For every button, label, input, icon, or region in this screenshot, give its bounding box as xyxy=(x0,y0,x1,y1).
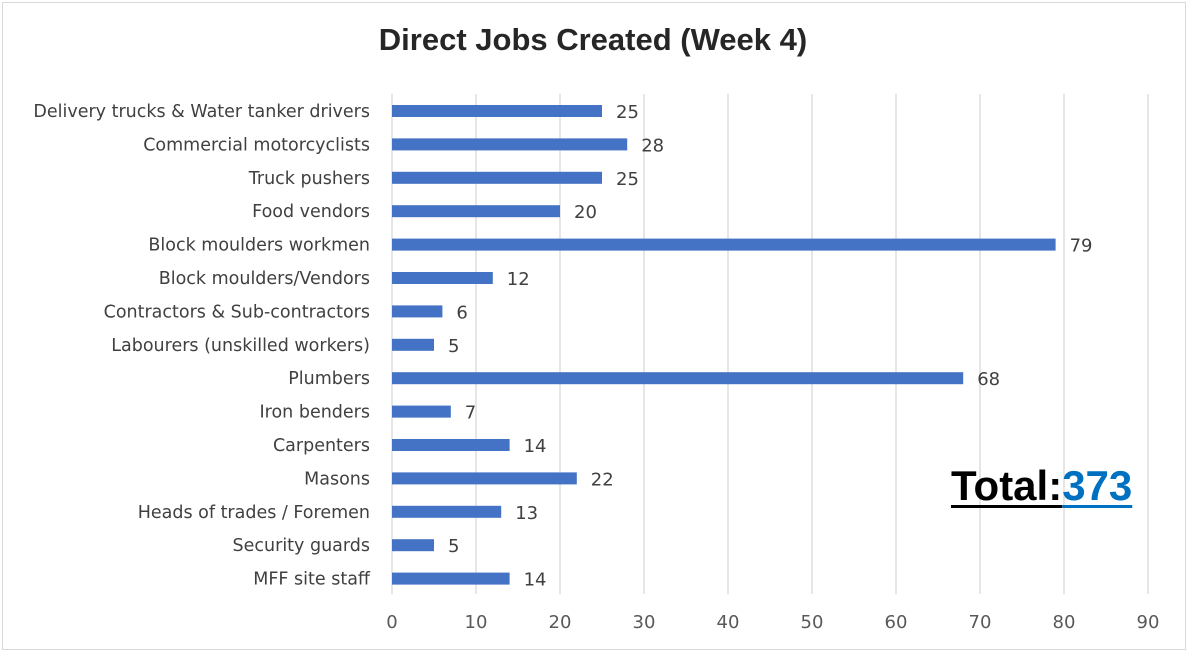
category-label: Labourers (unskilled workers) xyxy=(111,336,370,356)
data-label: 13 xyxy=(515,503,538,524)
data-label: 22 xyxy=(591,469,614,490)
x-tick-label: 50 xyxy=(801,612,824,633)
category-label: Food vendors xyxy=(252,202,370,222)
x-tick-label: 20 xyxy=(549,612,572,633)
category-label: Plumbers xyxy=(288,369,370,389)
data-label: 25 xyxy=(616,169,639,190)
bar xyxy=(392,272,493,284)
bar xyxy=(392,372,964,385)
data-label: 14 xyxy=(524,436,547,457)
x-tick-label: 80 xyxy=(1053,612,1076,633)
bar xyxy=(392,405,451,418)
x-tick-label: 10 xyxy=(465,612,488,633)
category-label: Security guards xyxy=(233,536,370,556)
chart-title: Direct Jobs Created (Week 4) xyxy=(378,22,808,57)
bar xyxy=(392,472,577,485)
category-label: Truck pushers xyxy=(248,169,370,189)
total-label: Total: xyxy=(951,462,1063,509)
bar xyxy=(392,572,510,585)
data-label: 25 xyxy=(616,102,639,123)
bar xyxy=(392,138,628,151)
category-label: Carpenters xyxy=(273,436,370,456)
bar xyxy=(392,338,434,351)
data-label: 6 xyxy=(456,302,467,323)
category-label: Masons xyxy=(304,469,370,489)
data-label: 5 xyxy=(448,336,459,357)
category-label: MFF site staff xyxy=(253,570,371,590)
bars xyxy=(392,105,1056,585)
category-label: Block moulders workmen xyxy=(148,236,370,256)
data-label: 68 xyxy=(977,369,1000,390)
category-label: Iron benders xyxy=(260,403,371,423)
category-label: Commercial motorcyclists xyxy=(143,135,370,155)
bar xyxy=(392,238,1056,251)
total-annotation: Total:373 xyxy=(951,462,1132,510)
total-value: 373 xyxy=(1062,462,1133,509)
bar xyxy=(392,205,560,218)
x-tick-label: 0 xyxy=(386,612,397,633)
data-label: 79 xyxy=(1070,236,1093,257)
bar xyxy=(392,105,602,117)
category-label: Block moulders/Vendors xyxy=(159,269,370,289)
data-label: 12 xyxy=(507,269,530,290)
category-label: Delivery trucks & Water tanker drivers xyxy=(33,102,370,122)
data-label: 5 xyxy=(448,536,459,557)
x-tick-label: 90 xyxy=(1137,612,1160,633)
data-label: 14 xyxy=(524,570,547,591)
gridlines xyxy=(391,94,1149,594)
x-tick-label: 40 xyxy=(717,612,740,633)
category-label: Heads of trades / Foremen xyxy=(138,503,370,523)
data-label: 7 xyxy=(465,403,476,424)
bar xyxy=(392,439,510,451)
labels: 0 10 20 30 40 50 60 70 80 90 Delivery trucks & Wat… xyxy=(33,102,1159,633)
data-label: 20 xyxy=(574,202,597,223)
category-label: Contractors & Sub-contractors xyxy=(104,302,370,322)
x-tick-label: 30 xyxy=(633,612,656,633)
bar xyxy=(392,305,443,318)
x-tick-label: 70 xyxy=(969,612,992,633)
data-label: 28 xyxy=(641,135,664,156)
bar xyxy=(392,539,434,552)
x-tick-label: 60 xyxy=(885,612,908,633)
bar xyxy=(392,505,502,518)
bar xyxy=(392,171,602,184)
